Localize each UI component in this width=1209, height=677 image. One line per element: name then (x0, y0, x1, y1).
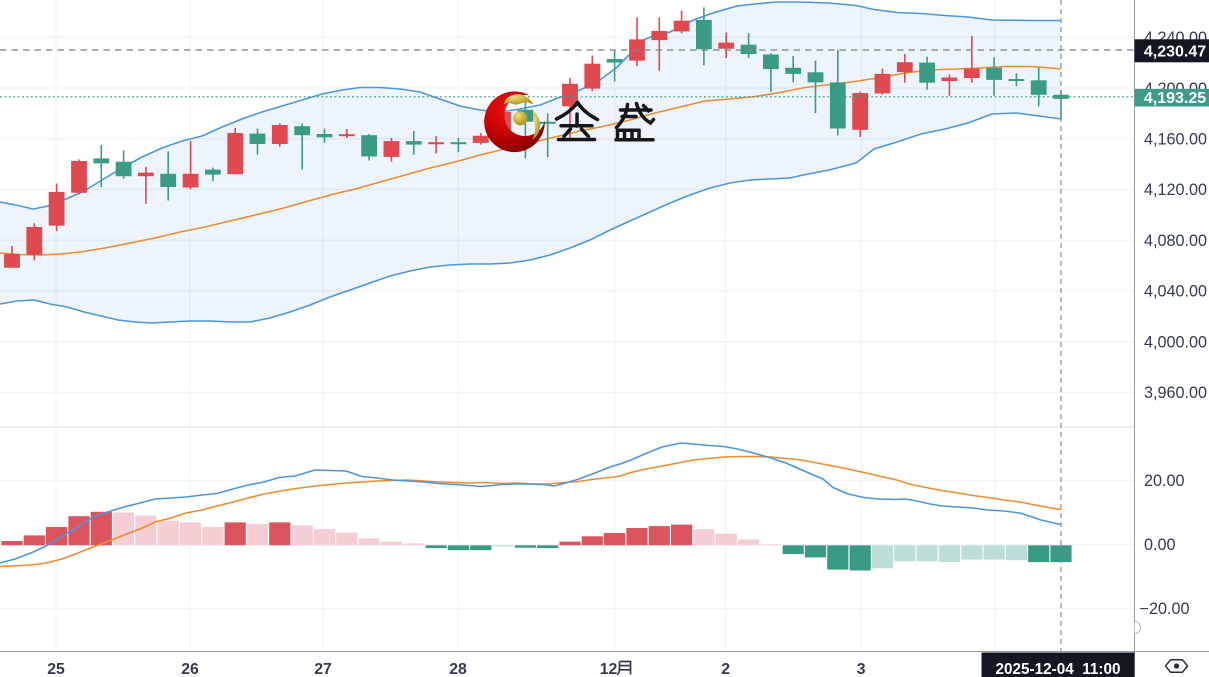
svg-text:27: 27 (314, 661, 332, 677)
svg-text:3: 3 (857, 661, 866, 677)
svg-text:28: 28 (449, 661, 467, 677)
svg-text:4,080.00: 4,080.00 (1144, 232, 1207, 250)
svg-text:2025-12-04 11:00: 2025-12-04 11:00 (995, 661, 1120, 677)
svg-text:0.00: 0.00 (1144, 536, 1176, 554)
svg-text:12: 12 (600, 661, 618, 677)
svg-text:26: 26 (181, 661, 199, 677)
svg-text:3,960.00: 3,960.00 (1144, 384, 1207, 402)
svg-text:4,120.00: 4,120.00 (1144, 181, 1207, 199)
svg-text:25: 25 (47, 661, 65, 677)
svg-text:4,040.00: 4,040.00 (1144, 283, 1207, 301)
svg-text:4,160.00: 4,160.00 (1144, 131, 1207, 149)
svg-text:4,000.00: 4,000.00 (1144, 333, 1207, 351)
svg-text:2: 2 (721, 661, 730, 677)
svg-text:20.00: 20.00 (1144, 472, 1185, 490)
svg-text:4,193.25: 4,193.25 (1144, 90, 1206, 107)
svg-text:−20.00: −20.00 (1140, 600, 1190, 618)
svg-text:4,230.47: 4,230.47 (1144, 44, 1206, 61)
